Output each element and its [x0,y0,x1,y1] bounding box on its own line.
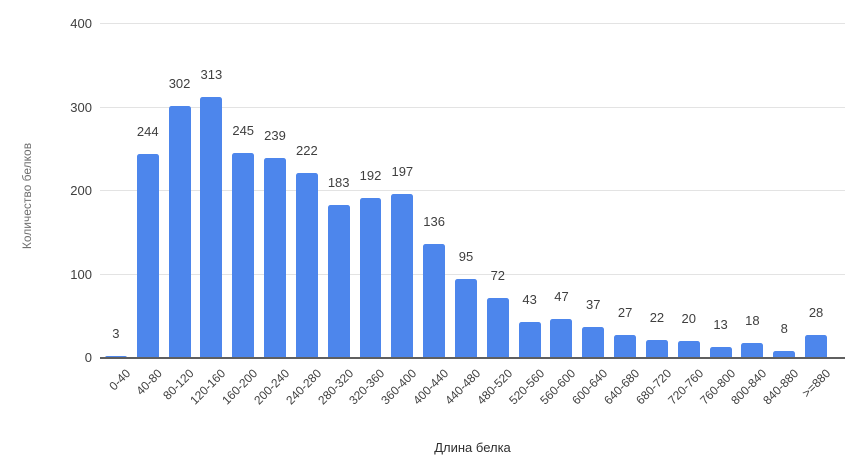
bar-value-label: 22 [649,309,665,325]
bar-value-label: 183 [327,175,350,191]
gridline [100,23,845,24]
x-axis-title: Длина белка [434,440,511,455]
bar-value-label: 197 [391,163,414,179]
bar[interactable] [104,355,127,358]
bar-value-label: 8 [780,321,788,337]
bar[interactable] [455,278,477,358]
bar[interactable] [327,205,350,358]
x-tick-label: 0-40 [106,366,134,394]
bar[interactable] [677,341,700,358]
bar-value-label: 28 [808,304,824,320]
gridline [100,190,845,191]
bar[interactable] [645,339,668,358]
bar[interactable] [168,105,191,358]
y-tick-label: 300 [70,99,92,115]
bar-value-label: 192 [359,167,382,183]
y-tick-label: 200 [70,183,92,198]
bar-value-label: 302 [168,75,191,91]
bar-value-label: 47 [554,288,569,304]
bar[interactable] [391,193,414,358]
plot-area: 0 100 200 300 400 3 0-40 244 40-80 302 80-120 313 12… [70,16,845,407]
bar[interactable] [200,96,223,358]
bar[interactable] [264,158,286,358]
bar-value-label: 245 [232,123,255,139]
y-tick-label: 400 [70,16,92,31]
bar[interactable] [741,342,764,358]
bar[interactable] [518,322,541,358]
x-axis-line [100,357,845,359]
x-tick-label: >=880 [799,366,834,401]
bar-value-label: 27 [617,305,633,321]
bar[interactable] [773,351,796,358]
bar-value-label: 37 [586,297,601,313]
bar-value-label: 239 [264,128,286,144]
bar-value-label: 18 [745,312,760,328]
gridline [100,273,845,275]
y-tick-label: 0 [84,350,92,365]
bar[interactable] [359,197,382,358]
bar-value-label: 95 [458,248,474,264]
bar-value-label: 136 [423,214,446,230]
bar-value-label: 244 [136,124,159,140]
x-tick-label: 840-880 [760,366,802,408]
bar[interactable] [232,153,255,358]
bar-value-label: 72 [490,267,506,283]
bar[interactable] [709,347,732,358]
bar-value-label: 13 [713,317,728,333]
bar-value-label: 3 [112,325,120,341]
bar[interactable] [295,172,318,358]
bar-value-label: 20 [681,311,696,327]
bar[interactable] [582,327,605,358]
y-axis-title: Количество белков [20,142,34,250]
bar[interactable] [614,335,637,358]
bar[interactable] [486,297,509,358]
gridline [100,106,845,108]
bar[interactable] [550,318,573,358]
y-tick-label: 100 [70,266,92,282]
bar-value-label: 313 [200,66,223,82]
bar[interactable] [423,244,446,358]
bar-value-label: 43 [522,292,537,308]
bar[interactable] [805,334,828,358]
bar[interactable] [136,154,159,358]
bar-value-label: 222 [295,142,318,158]
